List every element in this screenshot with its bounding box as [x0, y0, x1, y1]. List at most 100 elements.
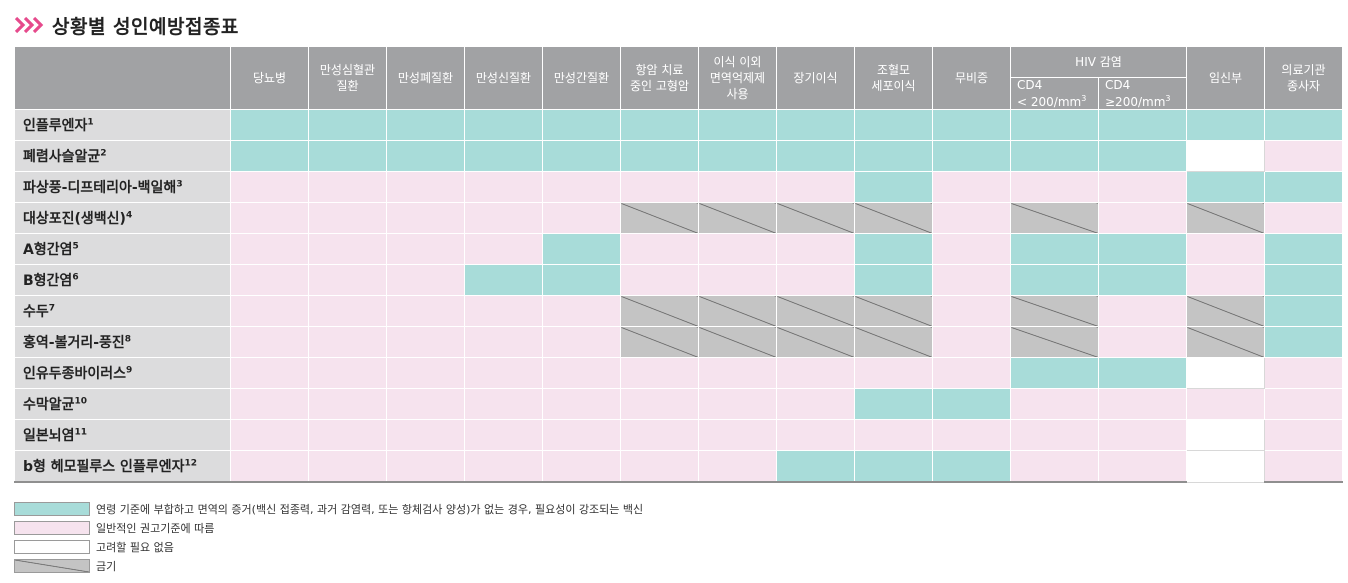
recommendation-cell-pink [308, 264, 387, 296]
footnote-number: 3 [176, 179, 183, 190]
recommendation-cell-teal [1264, 326, 1344, 358]
vaccine-label: 인플루엔자 [23, 118, 88, 134]
recommendation-cell-teal [386, 109, 465, 141]
recommendation-cell-pink [308, 202, 387, 234]
subheader-superscript: 3 [1165, 94, 1171, 103]
recommendation-cell-pink [620, 357, 699, 389]
subheader-line1: CD4 [1017, 78, 1043, 92]
recommendation-cell-pink [1097, 295, 1188, 327]
legend-swatch-white [14, 539, 90, 554]
recommendation-cell-pink [230, 233, 309, 265]
recommendation-cell-teal [776, 450, 855, 483]
recommendation-cell-pink [464, 450, 543, 483]
legend-text: 금기 [96, 559, 117, 573]
recommendation-cell-gray [620, 202, 699, 234]
recommendation-cell-pink [620, 233, 699, 265]
recommendation-cell-pink [386, 450, 465, 483]
recommendation-cell-teal [464, 140, 543, 172]
vaccine-name: 홍역-볼거리-풍진8 [14, 326, 231, 358]
recommendation-cell-pink [1264, 202, 1344, 234]
recommendation-cell-teal [854, 171, 933, 203]
recommendation-cell-pink [386, 264, 465, 296]
recommendation-cell-white [1186, 450, 1266, 483]
recommendation-cell-pink [386, 357, 465, 389]
footnote-number: 11 [74, 427, 88, 438]
footnote-number: 8 [124, 334, 132, 345]
recommendation-cell-teal [1264, 171, 1344, 203]
recommendation-cell-gray [1010, 202, 1099, 234]
recommendation-cell-teal [1010, 264, 1099, 296]
vaccine-name: 대상포진(생백신)4 [14, 202, 231, 234]
recommendation-cell-pink [854, 357, 933, 389]
recommendation-cell-pink [542, 202, 621, 234]
legend-text: 일반적인 권고기준에 따름 [96, 521, 215, 535]
recommendation-cell-pink [776, 264, 855, 296]
subheader-superscript: 3 [1081, 94, 1087, 103]
vaccine-label: 홍역-볼거리-풍진 [23, 335, 125, 351]
recommendation-cell-pink [464, 295, 543, 327]
column-subheader-cd4: CD4 ≥200/mm3 [1097, 77, 1188, 110]
recommendation-cell-pink [386, 171, 465, 203]
recommendation-cell-teal [854, 450, 933, 483]
recommendation-cell-gray [1010, 326, 1099, 358]
recommendation-cell-pink [230, 326, 309, 358]
recommendation-cell-pink [776, 357, 855, 389]
recommendation-cell-teal [932, 450, 1011, 483]
recommendation-cell-pink [1186, 264, 1266, 296]
recommendation-cell-pink [464, 419, 543, 451]
footnote-number: 1 [87, 117, 94, 128]
table-row: 수두7 [14, 295, 1344, 327]
column-header: 이식 이외 면역억제제 사용 [698, 46, 777, 110]
recommendation-cell-teal [854, 388, 933, 420]
table-row: 홍역-볼거리-풍진8 [14, 326, 1344, 358]
recommendation-cell-teal [542, 264, 621, 296]
recommendation-cell-pink [1097, 388, 1188, 420]
recommendation-cell-pink [542, 357, 621, 389]
recommendation-cell-pink [1097, 326, 1188, 358]
recommendation-cell-gray [854, 202, 933, 234]
footnote-number: 10 [74, 396, 88, 407]
recommendation-cell-teal [464, 109, 543, 141]
legend-item: 금기 [14, 556, 643, 575]
vaccination-table: 당뇨병 만성심혈관 질환 만성폐질환 만성신질환 만성간질환 항암 치료 중인 고형암 이식… [14, 46, 1344, 483]
recommendation-cell-teal [386, 140, 465, 172]
recommendation-cell-teal [854, 109, 933, 141]
recommendation-cell-pink [308, 233, 387, 265]
recommendation-cell-teal [1186, 109, 1266, 141]
recommendation-cell-teal [698, 140, 777, 172]
recommendation-cell-teal [1010, 233, 1099, 265]
recommendation-cell-gray [776, 326, 855, 358]
recommendation-cell-pink [698, 388, 777, 420]
recommendation-cell-teal [1010, 140, 1099, 172]
recommendation-cell-pink [698, 264, 777, 296]
recommendation-cell-gray [1010, 295, 1099, 327]
recommendation-cell-teal [1097, 264, 1188, 296]
footnote-number: 9 [126, 365, 133, 376]
recommendation-cell-teal [1264, 109, 1344, 141]
recommendation-cell-pink [386, 326, 465, 358]
recommendation-cell-pink [776, 388, 855, 420]
recommendation-cell-teal [854, 264, 933, 296]
recommendation-cell-teal [1097, 109, 1188, 141]
recommendation-cell-pink [308, 357, 387, 389]
recommendation-cell-pink [1264, 419, 1344, 451]
recommendation-cell-gray [620, 295, 699, 327]
legend: 연령 기준에 부합하고 면역의 증거(백신 접종력, 과거 감염력, 또는 항체… [14, 499, 643, 575]
recommendation-cell-pink [1010, 419, 1099, 451]
column-header: 장기이식 [776, 46, 855, 110]
recommendation-cell-pink [308, 419, 387, 451]
vaccine-label: 인유두종바이러스 [23, 366, 127, 382]
recommendation-cell-pink [776, 233, 855, 265]
recommendation-cell-teal [230, 109, 309, 141]
recommendation-cell-pink [464, 171, 543, 203]
recommendation-cell-teal [542, 140, 621, 172]
recommendation-cell-pink [308, 171, 387, 203]
vaccine-label: b형 헤모필루스 인플루엔자 [23, 459, 185, 475]
recommendation-cell-pink [932, 233, 1011, 265]
vaccine-name: B형간염6 [14, 264, 231, 296]
recommendation-cell-teal [542, 233, 621, 265]
recommendation-cell-teal [854, 140, 933, 172]
recommendation-cell-teal [230, 140, 309, 172]
column-header: 항암 치료 중인 고형암 [620, 46, 699, 110]
recommendation-cell-pink [698, 171, 777, 203]
